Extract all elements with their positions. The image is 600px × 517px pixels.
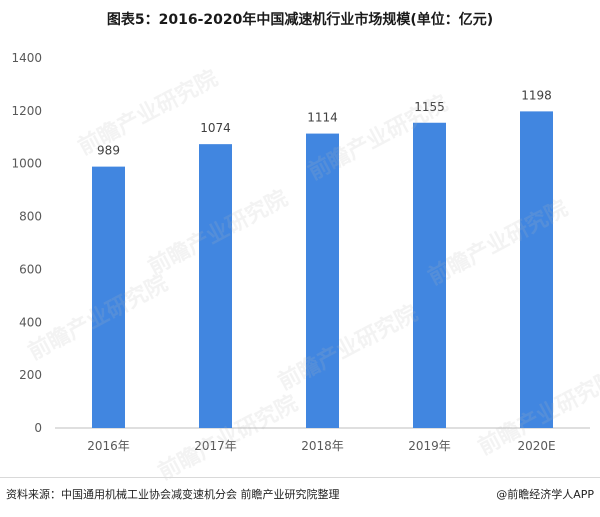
bar-4 [520, 111, 553, 428]
x-tick-label-1: 2017年 [194, 439, 237, 453]
data-label-1: 1074 [200, 121, 231, 135]
y-tick-label-4: 800 [19, 210, 42, 224]
data-label-0: 989 [97, 144, 120, 158]
x-tick-label-3: 2019年 [408, 439, 451, 453]
data-label-2: 1114 [307, 111, 338, 125]
y-tick-label-3: 600 [19, 262, 42, 276]
bar-1 [199, 144, 232, 428]
bar-chart: 0 200 400 600 800 1000 1200 1400 989 2016年 1074 201… [11, 51, 590, 453]
y-tick-label-0: 0 [34, 421, 42, 435]
data-label-4: 1198 [521, 88, 552, 102]
y-tick-label-5: 1000 [11, 157, 42, 171]
y-tick-label-7: 1400 [11, 51, 42, 65]
x-tick-label-0: 2016年 [87, 439, 130, 453]
x-tick-label-2: 2018年 [301, 439, 344, 453]
source-note: 资料来源：中国通用机械工业协会减变速机分会 前瞻产业研究院整理 [6, 488, 340, 501]
bar-3 [413, 122, 446, 428]
footer-divider [0, 477, 600, 478]
bar-2 [306, 133, 339, 429]
x-tick-label-4: 2020E [517, 439, 555, 453]
y-tick-label-6: 1200 [11, 104, 42, 118]
credit-note: @前瞻经济学人APP [496, 488, 594, 501]
y-tick-label-2: 400 [19, 315, 42, 329]
data-label-3: 1155 [414, 100, 445, 114]
bar-0 [92, 166, 125, 428]
chart-title: 图表5：2016-2020年中国减速机行业市场规模(单位：亿元) [106, 12, 494, 28]
y-tick-label-1: 200 [19, 368, 42, 382]
